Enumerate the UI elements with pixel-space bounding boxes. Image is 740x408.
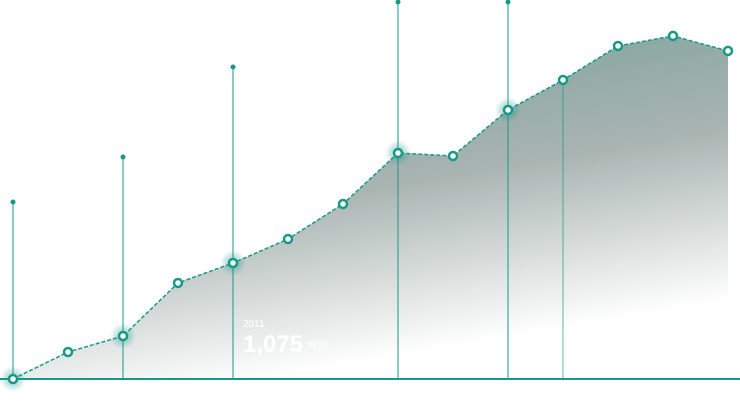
point (502, 104, 514, 116)
point (557, 74, 569, 86)
stem-dot (395, 0, 401, 5)
point (612, 40, 624, 52)
stem-dot (230, 64, 236, 70)
stem-dot (120, 154, 126, 160)
point (7, 373, 19, 385)
point (337, 198, 349, 210)
point (667, 30, 679, 42)
point (392, 147, 404, 159)
point (227, 257, 239, 269)
callout-year: 2011 (243, 319, 265, 330)
stem-dot (505, 0, 511, 5)
point (62, 346, 74, 358)
point (172, 277, 184, 289)
area-fill (13, 35, 728, 379)
area-line (12, 35, 729, 380)
point (447, 150, 459, 162)
point (282, 233, 294, 245)
callout-unit: 백만 (307, 340, 327, 353)
point (722, 45, 734, 57)
stem-dot (10, 199, 16, 205)
callout-value: 1,075 (243, 331, 303, 358)
point (117, 330, 129, 342)
